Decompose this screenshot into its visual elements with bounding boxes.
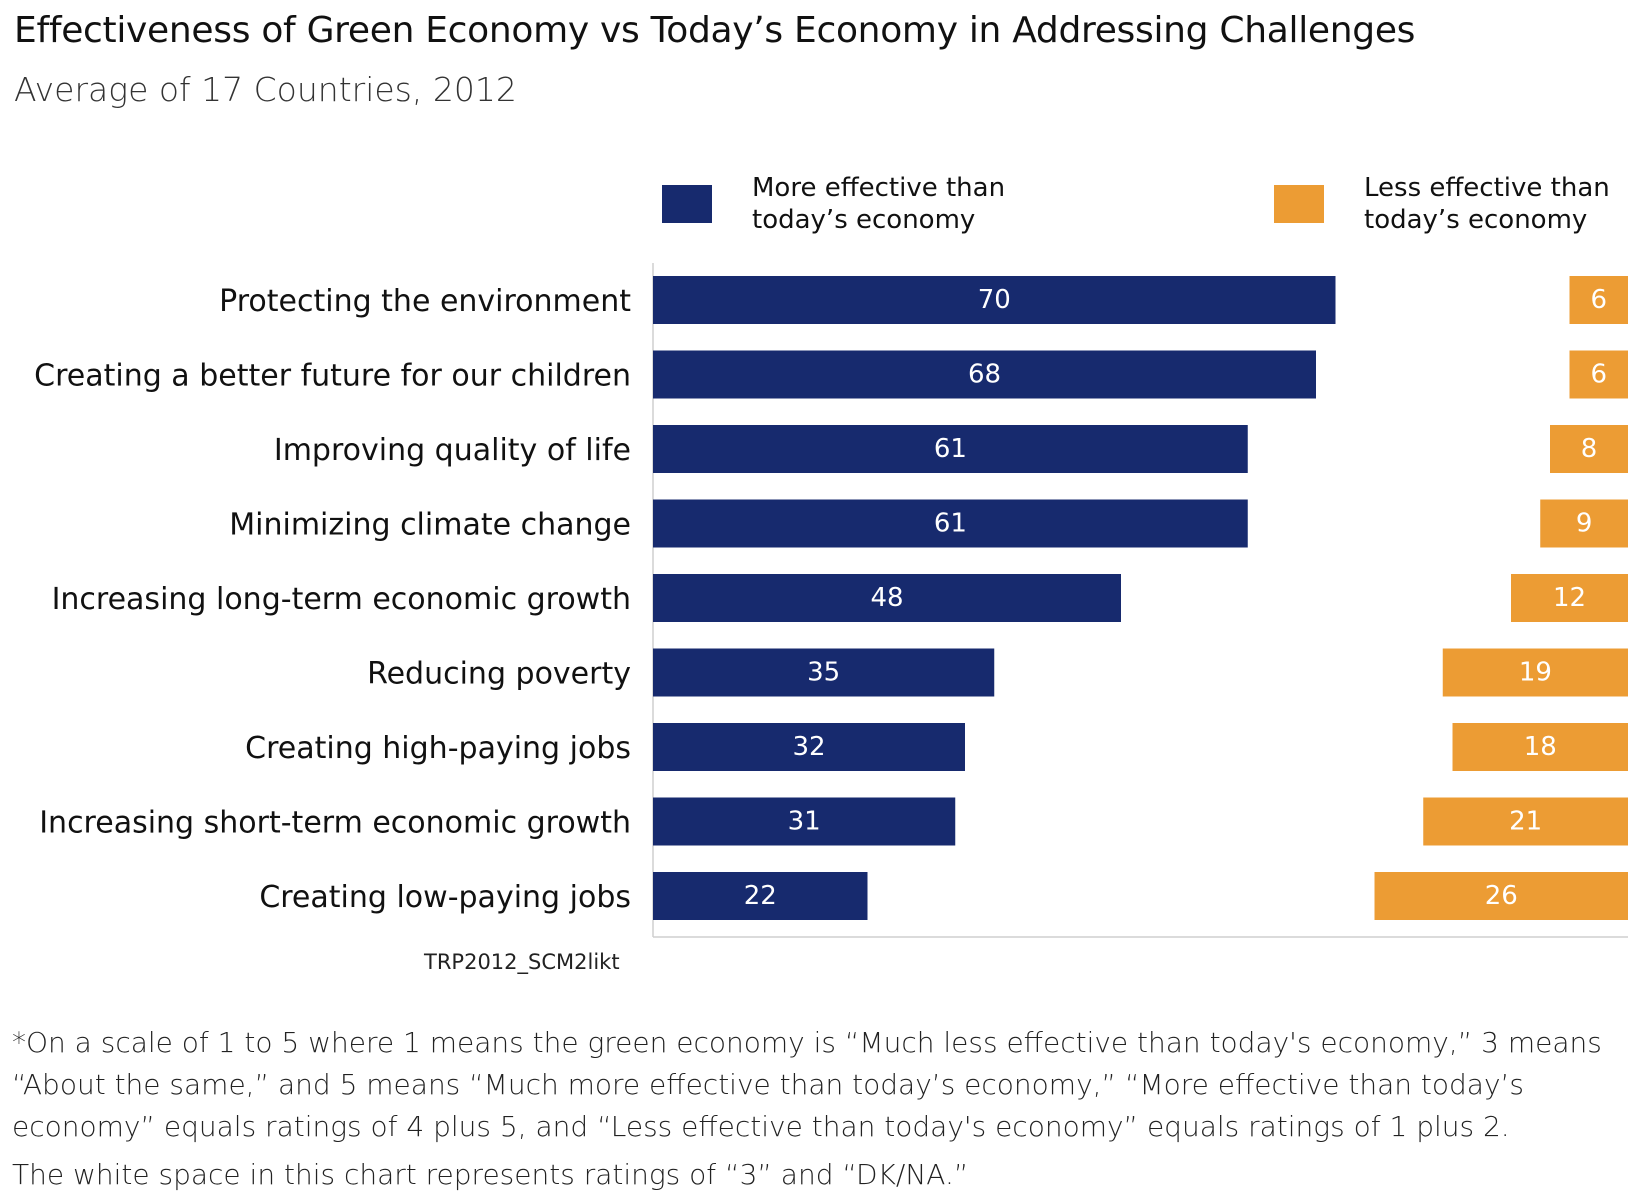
category-label: Increasing short-term economic growth [39, 806, 631, 841]
bar-more [653, 425, 1248, 473]
bar-more-label: 61 [934, 434, 967, 464]
category-label: Creating a better future for our childre… [34, 359, 631, 394]
legend-swatch-more [662, 185, 712, 223]
legend-label-less: Less effective than today’s economy [1364, 173, 1610, 235]
bar-less [1423, 797, 1628, 846]
category-label: Minimizing climate change [229, 508, 631, 543]
bar-less [1540, 499, 1628, 548]
bar-more-label: 32 [792, 732, 825, 762]
bar-more [653, 350, 1316, 399]
category-label: Protecting the environment [219, 284, 631, 319]
bar-more [653, 797, 956, 846]
bar-less-label: 12 [1553, 583, 1586, 613]
legend-swatch-less [1274, 185, 1324, 223]
bar-less-label: 9 [1576, 509, 1593, 539]
category-label: Increasing long-term economic growth [52, 582, 631, 617]
category-label: Improving quality of life [274, 433, 631, 468]
chart-subtitle: Average of 17 Countries, 2012 [14, 70, 517, 109]
bar-more [653, 872, 868, 920]
bar-less-label: 26 [1485, 881, 1518, 911]
bar-less [1374, 872, 1628, 920]
bar-less [1452, 723, 1628, 771]
bar-less-label: 19 [1519, 658, 1552, 688]
bar-more-label: 70 [978, 285, 1011, 315]
legend-more: More effective than today’s economy [662, 172, 1022, 236]
bar-less-label: 6 [1590, 285, 1607, 315]
bar-less-label: 18 [1524, 732, 1557, 762]
bar-less [1511, 574, 1628, 622]
bar-less-label: 8 [1581, 434, 1598, 464]
bar-less-label: 21 [1509, 807, 1542, 837]
bar-more-label: 48 [870, 583, 903, 613]
bar-less-label: 6 [1590, 360, 1607, 390]
bar-more-label: 35 [807, 658, 840, 688]
category-label: Reducing poverty [367, 657, 631, 692]
legend-label-more: More effective than today’s economy [752, 173, 1006, 235]
bar-more [653, 276, 1336, 324]
bar-more-label: 68 [968, 360, 1001, 390]
bar-more-label: 31 [788, 807, 821, 837]
bar-more [653, 574, 1121, 622]
category-label: Creating low-paying jobs [259, 880, 631, 915]
chart-title: Effectiveness of Green Economy vs Today’… [14, 10, 1416, 51]
bar-more [653, 723, 965, 771]
bar-more [653, 648, 995, 697]
bar-less [1550, 425, 1628, 473]
category-label: Creating high-paying jobs [245, 731, 631, 766]
footnote-whitespace: The white space in this chart represents… [12, 1158, 969, 1191]
bar-less [1569, 350, 1628, 399]
bar-more [653, 499, 1248, 548]
bar-more-label: 22 [744, 881, 777, 911]
legend-less: Less effective than today’s economy [1274, 172, 1634, 236]
source-code: TRP2012_SCM2likt [424, 950, 620, 974]
bar-more-label: 61 [934, 509, 967, 539]
footnote: *On a scale of 1 to 5 where 1 means the … [12, 1026, 1602, 1143]
bar-less [1569, 276, 1628, 324]
bar-less [1442, 648, 1628, 697]
